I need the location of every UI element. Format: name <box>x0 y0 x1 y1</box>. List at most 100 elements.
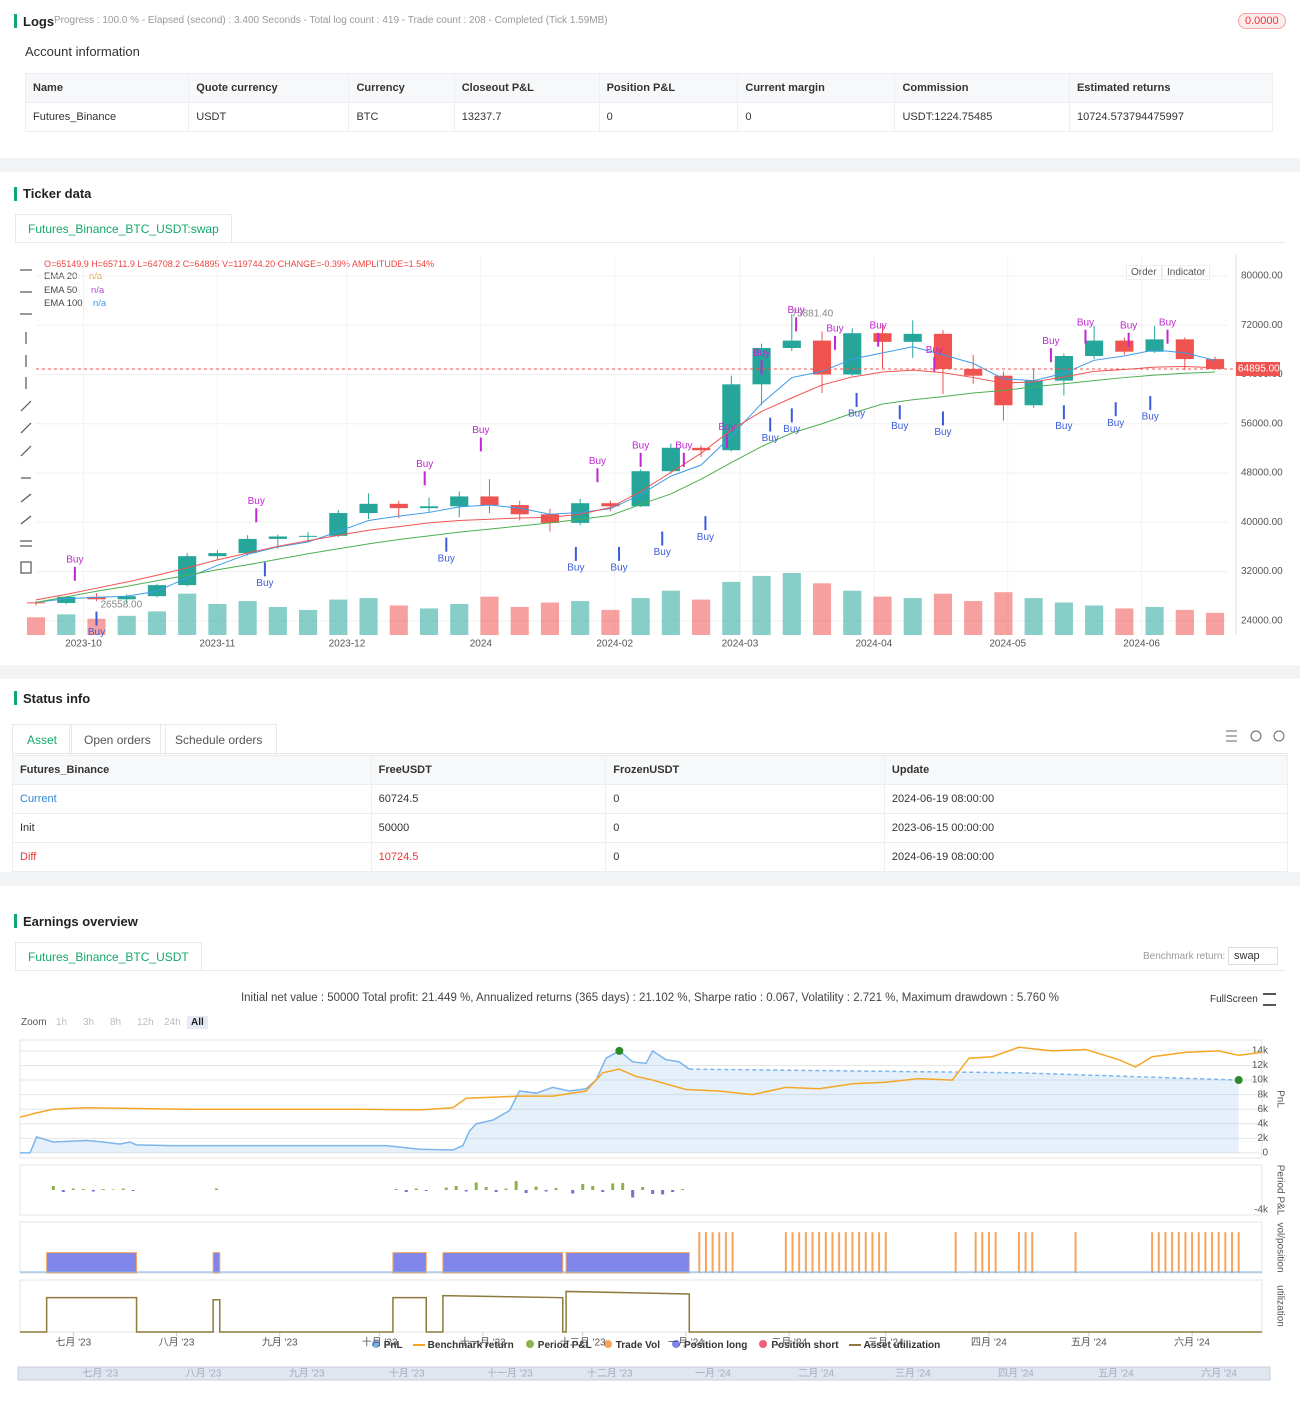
accent <box>14 14 17 28</box>
marker-label: Buy <box>66 554 83 565</box>
volume-bar <box>26 617 46 635</box>
bar <box>484 1187 488 1190</box>
legend-entry[interactable]: Position short <box>771 1340 839 1351</box>
panel <box>19 1039 1263 1159</box>
legend-entry[interactable]: Asset utilization <box>863 1340 941 1351</box>
y-tick-label: 40000.00 <box>1241 517 1283 528</box>
ema-line <box>35 346 1216 603</box>
candle-body <box>631 471 650 507</box>
y-tick-label: 6k <box>1257 1104 1269 1115</box>
cell: 13237.7 <box>453 102 600 132</box>
volume-bar <box>1184 1232 1187 1273</box>
candle-body <box>843 333 862 375</box>
y-axis-label: PnL <box>1274 1090 1285 1108</box>
ohlc-legend: O=65149.9 H=65711.9 L=64708.2 C=64895 V=… <box>44 259 435 269</box>
volume-bar <box>359 598 378 635</box>
candle-body <box>178 556 197 586</box>
zoom-button[interactable]: 3h <box>83 1017 95 1028</box>
marker-label: Buy <box>632 441 649 452</box>
indicator-value: n/a <box>91 284 105 296</box>
cell: Diff <box>12 842 372 872</box>
tab[interactable]: Schedule orders <box>160 724 278 755</box>
bar <box>611 1183 615 1190</box>
fullscreen[interactable]: FullScreen <box>1210 994 1258 1005</box>
divider <box>15 970 1285 971</box>
bar <box>51 1186 55 1190</box>
volume-bar <box>1191 1232 1194 1273</box>
status-icons[interactable] <box>1226 730 1285 742</box>
indicator-name: EMA 20 <box>44 271 78 282</box>
volume-bar <box>510 606 529 635</box>
separator <box>0 872 1300 886</box>
candle-body <box>26 602 46 604</box>
candle-body <box>903 333 922 342</box>
tab[interactable]: Futures_Binance_BTC_USDT:swap <box>15 214 232 243</box>
bar <box>81 1189 85 1190</box>
volume-bar <box>661 590 680 635</box>
progress: Progress : 100.0 % - Elapsed (second) : … <box>54 15 608 26</box>
zoom-button[interactable]: 1h <box>56 1017 68 1028</box>
annotation: 26558.00 <box>100 600 142 611</box>
menu-icon[interactable] <box>1263 993 1276 1006</box>
candle-body <box>964 368 983 376</box>
zoom-button[interactable]: 12h <box>137 1017 154 1028</box>
candle-body <box>1085 340 1104 357</box>
volume-bar <box>824 1232 827 1273</box>
legend-entry[interactable]: Benchmark return <box>427 1340 514 1351</box>
cell: 60724.5 <box>370 784 607 814</box>
bar <box>681 1189 685 1190</box>
y-tick-label: 32000.00 <box>1241 566 1283 577</box>
tab[interactable]: Asset <box>12 724 73 755</box>
tab[interactable]: Futures_Binance_BTC_USDT <box>15 942 202 971</box>
navigator[interactable] <box>17 1366 1271 1381</box>
bar <box>504 1188 508 1190</box>
marker-label: Buy <box>675 441 692 452</box>
navigator-label: 二月 '24 <box>798 1368 834 1380</box>
marker-label: Buy <box>416 459 433 470</box>
volume-bar <box>571 601 590 635</box>
cell: 0 <box>598 102 739 132</box>
bar <box>514 1181 518 1190</box>
volume-bar <box>722 581 741 635</box>
benchmark-select[interactable]: swap <box>1228 947 1278 965</box>
volume-bar <box>731 1232 734 1273</box>
volume-bar <box>238 601 257 635</box>
volume-bar <box>1017 1232 1020 1273</box>
order-button[interactable]: Order <box>1126 265 1162 280</box>
legend-marker <box>525 1340 534 1348</box>
zoom-button[interactable]: 24h <box>164 1017 181 1028</box>
header-row: Futures_Binance FreeUSDT FrozenUSDT Update <box>12 755 1289 785</box>
legend-entry[interactable]: Trade Vol <box>615 1340 660 1351</box>
zoom-button[interactable]: All <box>187 1016 208 1029</box>
legend-entry[interactable]: PnL <box>383 1340 403 1351</box>
marker-label: Buy <box>826 323 843 334</box>
x-tick-label: 四月 '24 <box>971 1337 1007 1349</box>
volume-bar <box>1177 1232 1180 1273</box>
x-tick-label: 九月 '23 <box>262 1337 298 1349</box>
candle-body <box>1205 359 1225 369</box>
y-tick-label: 2k <box>1257 1133 1269 1144</box>
volume-bar <box>1054 602 1073 635</box>
marker-label: Buy <box>870 320 887 331</box>
accent <box>14 187 17 201</box>
volume-bar <box>117 615 136 635</box>
volume-bar <box>268 606 287 635</box>
x-tick-label: 2024 <box>470 639 493 650</box>
legend-entry[interactable]: Position long <box>683 1340 748 1351</box>
cell: 50000 <box>370 813 607 843</box>
marker-label: Buy <box>787 305 804 316</box>
legend-entry[interactable]: Period P&L <box>537 1340 592 1351</box>
x-tick-label: 2023-12 <box>329 639 366 650</box>
volume-bar <box>389 605 408 635</box>
y-tick-label: 12k <box>1252 1060 1269 1071</box>
volume-bar <box>1115 608 1134 635</box>
zoom-button[interactable]: 8h <box>110 1017 122 1028</box>
tab[interactable]: Open orders <box>69 724 166 755</box>
last-price-box <box>1236 361 1280 376</box>
bar <box>621 1183 625 1190</box>
volume-bar <box>1145 606 1164 635</box>
bar <box>601 1190 605 1192</box>
indicator-button[interactable]: Indicator <box>1162 265 1211 280</box>
cell: USDT <box>188 102 350 132</box>
